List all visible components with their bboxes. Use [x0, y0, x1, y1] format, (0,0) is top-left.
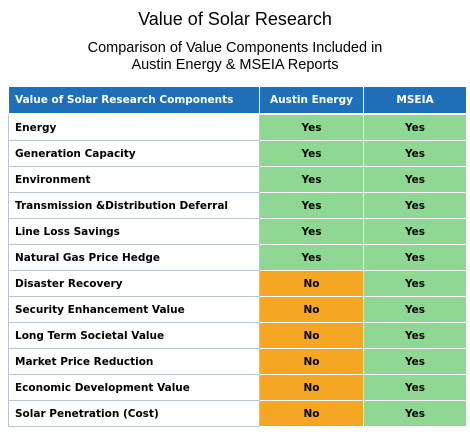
header-components: Value of Solar Research Components [8, 86, 260, 115]
austin-energy-cell: Yes [259, 244, 364, 271]
component-name-cell: Environment [8, 166, 260, 193]
table-row: Natural Gas Price Hedge Yes Yes [8, 244, 467, 271]
component-name-cell: Long Term Societal Value [8, 322, 260, 349]
component-name-cell: Security Enhancement Value [8, 296, 260, 323]
mseia-cell: Yes [363, 113, 467, 141]
austin-energy-cell: No [259, 296, 364, 323]
austin-energy-cell: No [259, 322, 364, 349]
subtitle-line-1: Comparison of Value Components Included … [87, 40, 383, 56]
austin-energy-cell: Yes [259, 140, 364, 167]
component-name-cell: Transmission &Distribution Deferral [8, 192, 260, 219]
table-row: Transmission &Distribution Deferral Yes Ye… [8, 192, 467, 219]
component-name-cell: Market Price Reduction [8, 348, 260, 375]
austin-energy-cell: Yes [259, 113, 364, 141]
mseia-cell: Yes [363, 166, 467, 193]
mseia-cell: Yes [363, 192, 467, 219]
component-name-cell: Line Loss Savings [8, 218, 260, 245]
component-name-cell: Natural Gas Price Hedge [8, 244, 260, 271]
mseia-cell: Yes [363, 270, 467, 297]
mseia-cell: Yes [363, 140, 467, 167]
mseia-cell: Yes [363, 348, 467, 375]
austin-energy-cell: No [259, 374, 364, 401]
table-row: Generation Capacity Yes Yes [8, 140, 467, 167]
austin-energy-cell: Yes [259, 192, 364, 219]
header-mseia: MSEIA [363, 86, 467, 115]
table-header-row: Value of Solar Research Components Austi… [8, 86, 467, 115]
component-name-cell: Disaster Recovery [8, 270, 260, 297]
mseia-cell: Yes [363, 296, 467, 323]
table-row: Security Enhancement Value No Yes [8, 296, 467, 323]
austin-energy-cell: Yes [259, 166, 364, 193]
subtitle-line-2: Austin Energy & MSEIA Reports [131, 57, 339, 73]
mseia-cell: Yes [363, 322, 467, 349]
table-row: Disaster Recovery No Yes [8, 270, 467, 297]
component-name-cell: Economic Development Value [8, 374, 260, 401]
table-row: Market Price Reduction No Yes [8, 348, 467, 375]
page-title: Value of Solar Research [138, 9, 332, 29]
mseia-cell: Yes [363, 244, 467, 271]
table-body: Energy Yes Yes Generation Capacity Yes Yes Env… [8, 113, 467, 427]
table-row: Energy Yes Yes [8, 113, 467, 141]
austin-energy-cell: No [259, 400, 364, 427]
header-austin-energy: Austin Energy [259, 86, 364, 115]
mseia-cell: Yes [363, 374, 467, 401]
comparison-table: Value of Solar Research Components Austi… [8, 86, 467, 427]
austin-energy-cell: No [259, 348, 364, 375]
component-name-cell: Energy [8, 113, 260, 141]
component-name-cell: Solar Penetration (Cost) [8, 400, 260, 427]
mseia-cell: Yes [363, 218, 467, 245]
table-row: Economic Development Value No Yes [8, 374, 467, 401]
table-row: Solar Penetration (Cost) No Yes [8, 400, 467, 427]
table-row: Long Term Societal Value No Yes [8, 322, 467, 349]
table-row: Line Loss Savings Yes Yes [8, 218, 467, 245]
austin-energy-cell: No [259, 270, 364, 297]
page-subtitle: Comparison of Value Components Included … [0, 40, 470, 74]
austin-energy-cell: Yes [259, 218, 364, 245]
table-row: Environment Yes Yes [8, 166, 467, 193]
mseia-cell: Yes [363, 400, 467, 427]
component-name-cell: Generation Capacity [8, 140, 260, 167]
